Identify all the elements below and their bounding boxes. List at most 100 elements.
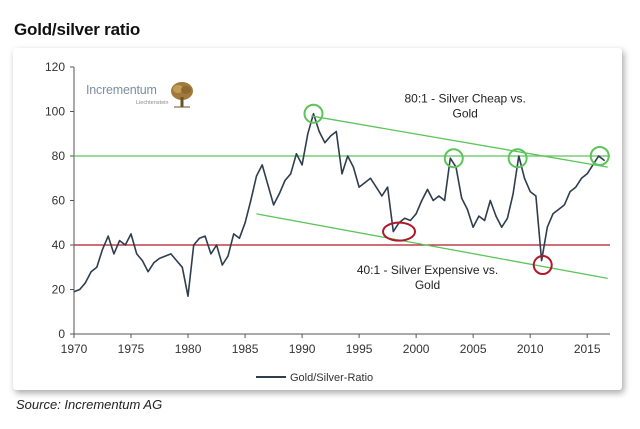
data-point [381,195,383,197]
data-point [329,135,332,137]
incrementum-logo: Incrementum Liechtenstein [86,81,198,117]
data-point [198,237,201,239]
data-point [444,199,446,202]
data-point [164,255,166,257]
data-point [535,195,537,197]
data-point [552,213,554,215]
x-tick-label-2005: 2005 [460,342,487,356]
y-tick-label-60: 60 [52,194,66,208]
upper-trendline [311,115,608,168]
tree-icon [171,82,193,108]
data-point [341,173,343,175]
data-point [290,173,292,175]
y-tick-label-120: 120 [45,60,65,74]
data-point [204,235,206,237]
data-point [335,130,337,133]
data-point [176,259,178,262]
data-point [284,179,286,182]
data-point [238,237,240,239]
silver-expensive-annotation: 40:1 - Silver Expensive vs. Gold [357,263,498,292]
data-point [364,182,366,184]
data-point [449,157,451,159]
data-point [426,188,429,190]
data-point [84,282,87,284]
data-point [244,222,246,224]
data-point [210,253,212,255]
data-point [409,219,412,222]
data-point [107,235,109,237]
data-point [501,226,503,228]
data-point [181,266,183,268]
data-point [569,191,571,193]
data-point [347,155,349,157]
x-tick-label-1970: 1970 [61,342,88,356]
data-point [466,208,469,210]
legend-label: Gold/Silver-Ratio [290,372,373,384]
silver-cheap-annotation: 80:1 - Silver Cheap vs. Gold [404,92,525,121]
x-tick-label-1980: 1980 [175,342,202,356]
data-point [250,199,252,202]
x-tick-label-1975: 1975 [118,342,145,356]
data-point [141,259,144,262]
data-point [113,253,115,255]
data-point [483,219,486,222]
data-point [170,253,172,255]
data-point [415,213,417,215]
data-point [375,186,377,188]
series-line-gold-silver-ratio [73,112,605,298]
data-point [563,204,565,206]
data-point [404,217,406,219]
x-tick-label-2015: 2015 [574,342,601,356]
data-point [147,271,149,273]
data-point [221,264,223,266]
data-point [215,244,218,246]
data-point [312,113,315,115]
x-tick-label-1990: 1990 [289,342,316,356]
data-point [540,259,543,262]
peak-2016-circle [589,146,610,166]
x-tick-label-1985: 1985 [232,342,259,356]
data-point [472,226,474,228]
page-title: Gold/silver ratio [14,20,141,39]
data-point [153,262,155,264]
y-tick-label-40: 40 [52,238,66,252]
trough-2011-circle [532,255,553,276]
data-point [438,195,440,197]
data-point [90,271,92,273]
data-point [432,199,434,202]
data-point [489,199,491,202]
data-point [586,173,588,175]
peak-2008-circle [507,148,528,169]
data-point [512,193,514,195]
x-tick-label-2010: 2010 [517,342,544,356]
trough-1998-circle [382,221,417,242]
data-point [392,231,394,233]
data-point [119,239,121,242]
peak-2003-circle [443,148,464,169]
data-point [495,215,497,217]
data-point [278,193,280,195]
data-point [73,291,75,293]
data-point [227,255,229,257]
data-point [352,166,355,168]
data-point [603,159,605,162]
data-point [597,155,600,157]
data-point [272,204,275,206]
y-tick-label-0: 0 [58,327,65,341]
x-tick-label-2000: 2000 [403,342,430,356]
data-point [187,295,189,297]
data-point [96,266,98,268]
data-point [307,133,309,135]
data-point [101,248,104,251]
data-point [580,177,583,179]
data-point [529,191,531,193]
data-point [301,164,303,166]
data-point [136,253,138,255]
data-point [261,164,263,166]
data-point [358,186,360,188]
data-point [421,199,423,202]
data-point [387,186,389,188]
logo-subtitle: Liechtenstein [136,100,169,106]
data-point [318,130,320,133]
